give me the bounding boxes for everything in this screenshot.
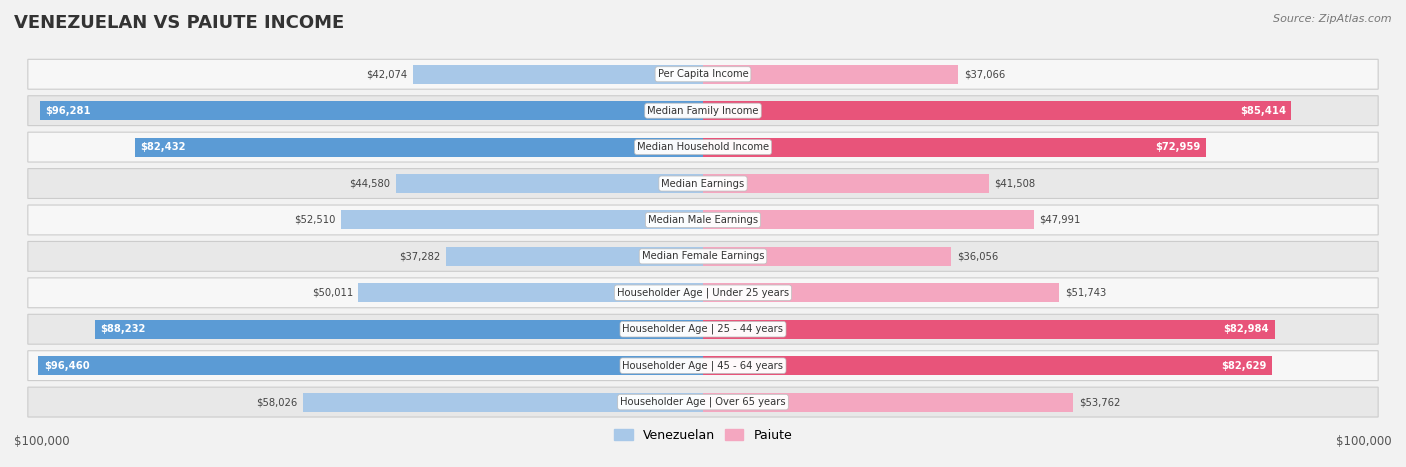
- Bar: [304, 393, 703, 411]
- Text: Median Earnings: Median Earnings: [661, 178, 745, 189]
- Text: $72,959: $72,959: [1154, 142, 1201, 152]
- Text: $96,460: $96,460: [44, 361, 90, 371]
- Bar: [342, 211, 703, 229]
- Bar: [413, 65, 703, 84]
- FancyBboxPatch shape: [28, 314, 1378, 344]
- Text: $100,000: $100,000: [14, 435, 70, 448]
- FancyBboxPatch shape: [28, 169, 1378, 198]
- Bar: [446, 247, 703, 266]
- Text: $37,282: $37,282: [399, 251, 440, 262]
- Text: Householder Age | 45 - 64 years: Householder Age | 45 - 64 years: [623, 361, 783, 371]
- Bar: [703, 320, 1275, 339]
- Bar: [703, 356, 1272, 375]
- Text: $82,984: $82,984: [1223, 324, 1270, 334]
- Bar: [703, 101, 1292, 120]
- Bar: [396, 174, 703, 193]
- Text: Per Capita Income: Per Capita Income: [658, 69, 748, 79]
- Text: $52,510: $52,510: [294, 215, 336, 225]
- FancyBboxPatch shape: [28, 132, 1378, 162]
- Text: $100,000: $100,000: [1336, 435, 1392, 448]
- FancyBboxPatch shape: [28, 351, 1378, 381]
- Text: Median Family Income: Median Family Income: [647, 106, 759, 116]
- Text: $47,991: $47,991: [1039, 215, 1081, 225]
- FancyBboxPatch shape: [28, 59, 1378, 89]
- Text: $82,629: $82,629: [1222, 361, 1267, 371]
- Bar: [703, 211, 1033, 229]
- Text: $58,026: $58,026: [256, 397, 298, 407]
- FancyBboxPatch shape: [28, 278, 1378, 308]
- Bar: [703, 247, 952, 266]
- Bar: [703, 393, 1073, 411]
- FancyBboxPatch shape: [28, 241, 1378, 271]
- Bar: [703, 65, 959, 84]
- Text: Median Female Earnings: Median Female Earnings: [641, 251, 765, 262]
- Text: Median Male Earnings: Median Male Earnings: [648, 215, 758, 225]
- Text: $88,232: $88,232: [101, 324, 146, 334]
- Bar: [359, 283, 703, 302]
- Text: $41,508: $41,508: [994, 178, 1036, 189]
- Text: $96,281: $96,281: [45, 106, 91, 116]
- Bar: [135, 138, 703, 156]
- Text: Median Household Income: Median Household Income: [637, 142, 769, 152]
- Bar: [38, 356, 703, 375]
- Text: Householder Age | 25 - 44 years: Householder Age | 25 - 44 years: [623, 324, 783, 334]
- Text: $36,056: $36,056: [957, 251, 998, 262]
- Text: Householder Age | Under 25 years: Householder Age | Under 25 years: [617, 288, 789, 298]
- Text: $50,011: $50,011: [312, 288, 353, 298]
- Bar: [703, 174, 988, 193]
- Text: $53,762: $53,762: [1078, 397, 1121, 407]
- Text: $85,414: $85,414: [1240, 106, 1286, 116]
- FancyBboxPatch shape: [28, 205, 1378, 235]
- Bar: [703, 138, 1205, 156]
- FancyBboxPatch shape: [28, 387, 1378, 417]
- Text: VENEZUELAN VS PAIUTE INCOME: VENEZUELAN VS PAIUTE INCOME: [14, 14, 344, 32]
- Text: Householder Age | Over 65 years: Householder Age | Over 65 years: [620, 397, 786, 407]
- FancyBboxPatch shape: [28, 96, 1378, 126]
- Bar: [96, 320, 703, 339]
- Bar: [39, 101, 703, 120]
- Text: $44,580: $44,580: [349, 178, 391, 189]
- Text: $37,066: $37,066: [965, 69, 1005, 79]
- Legend: Venezuelan, Paiute: Venezuelan, Paiute: [609, 424, 797, 447]
- Bar: [703, 283, 1060, 302]
- Text: Source: ZipAtlas.com: Source: ZipAtlas.com: [1274, 14, 1392, 24]
- Text: $51,743: $51,743: [1064, 288, 1107, 298]
- Text: $42,074: $42,074: [367, 69, 408, 79]
- Text: $82,432: $82,432: [141, 142, 186, 152]
